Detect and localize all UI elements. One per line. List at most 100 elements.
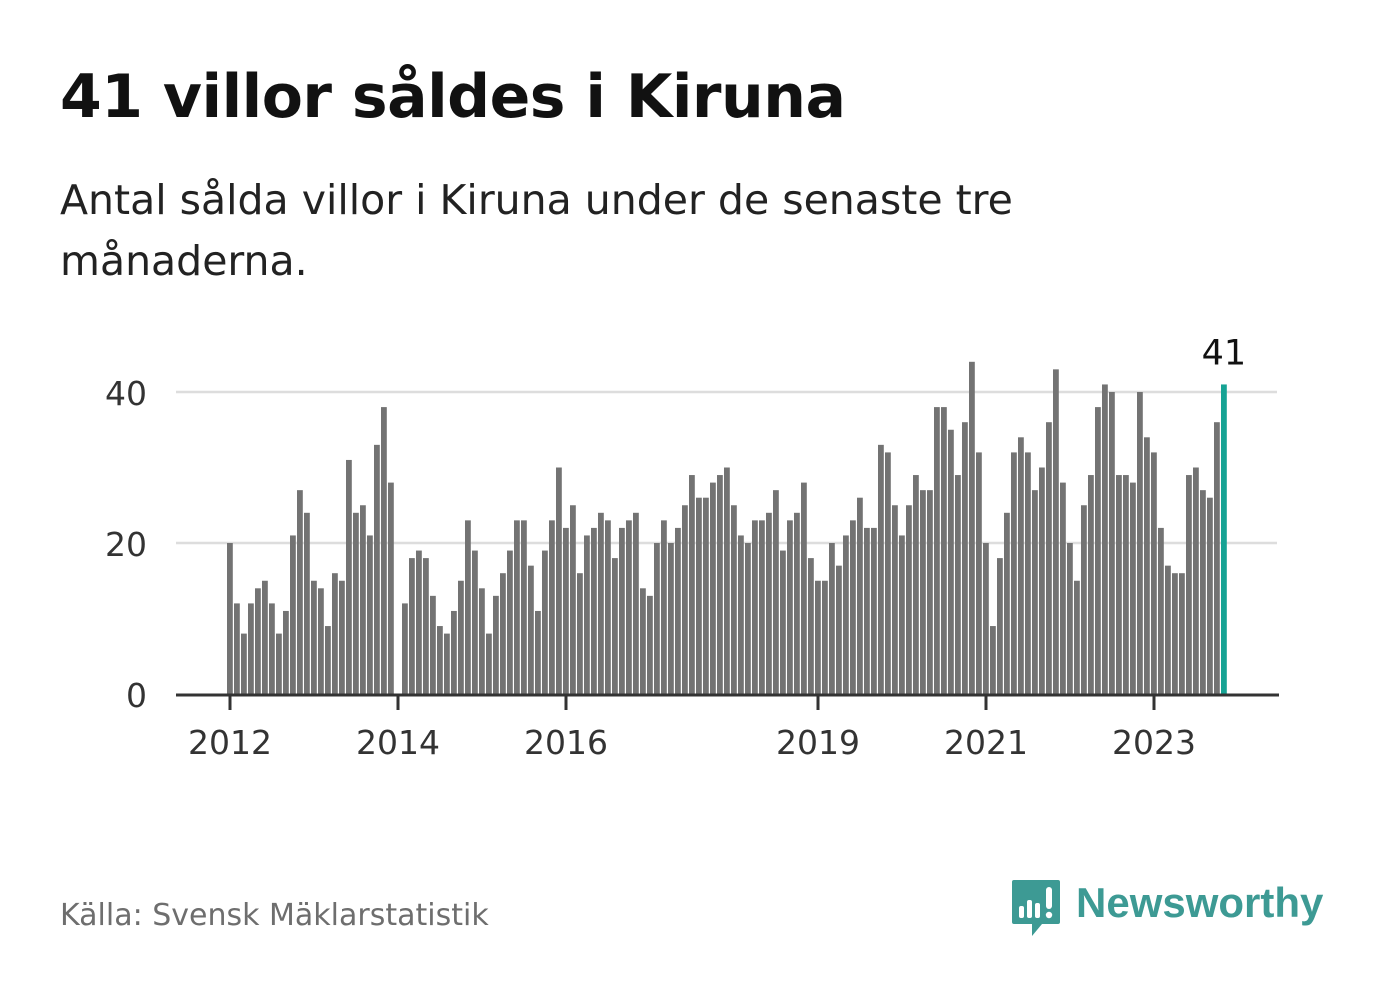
bar-79	[780, 550, 786, 694]
bar-76	[759, 520, 765, 694]
x-tick-label-2021: 2021	[944, 723, 1028, 762]
bar-132	[1151, 452, 1157, 694]
bar-131	[1144, 437, 1150, 694]
bar-series	[227, 361, 1227, 694]
bar-95	[892, 505, 898, 694]
bar-96	[899, 535, 905, 694]
bar-106	[969, 361, 975, 694]
x-tick-label-2014: 2014	[356, 723, 440, 762]
bar-29	[430, 595, 436, 694]
bar-51	[584, 535, 590, 694]
bar-43	[528, 565, 534, 694]
bar-54	[605, 520, 611, 694]
y-tick-labels: 0 20 40	[105, 374, 147, 715]
bar-109	[990, 626, 996, 694]
newsworthy-logo[interactable]: Newsworthy	[1010, 878, 1323, 938]
bar-119	[1060, 482, 1066, 694]
bar-53	[598, 512, 604, 694]
bar-142	[1221, 384, 1227, 694]
bar-58	[633, 512, 639, 694]
brand-name: Newsworthy	[1076, 879, 1324, 926]
bar-48	[563, 527, 569, 694]
bar-125	[1102, 384, 1108, 694]
bar-124	[1095, 407, 1101, 694]
bar-102	[941, 407, 947, 694]
bar-92	[871, 527, 877, 694]
bar-115	[1032, 490, 1038, 694]
bar-49	[570, 505, 576, 694]
bar-52	[591, 527, 597, 694]
bar-138	[1193, 467, 1199, 694]
bar-91	[864, 527, 870, 694]
bar-87	[836, 565, 842, 694]
bar-108	[983, 543, 989, 694]
bar-41	[514, 520, 520, 694]
bar-6	[269, 603, 275, 694]
bar-50	[577, 573, 583, 694]
bar-107	[976, 452, 982, 694]
bar-33	[458, 580, 464, 694]
bar-71	[724, 467, 730, 694]
bar-100	[927, 490, 933, 694]
bar-90	[857, 497, 863, 694]
bar-73	[738, 535, 744, 694]
bar-35	[472, 550, 478, 694]
bar-111	[1004, 512, 1010, 694]
bar-72	[731, 505, 737, 694]
bar-94	[885, 452, 891, 694]
bar-9	[290, 535, 296, 694]
bar-39	[500, 573, 506, 694]
bar-97	[906, 505, 912, 694]
bar-135	[1172, 573, 1178, 694]
bar-60	[647, 595, 653, 694]
bar-113	[1018, 437, 1024, 694]
bar-120	[1067, 543, 1073, 694]
bar-104	[955, 475, 961, 694]
bar-93	[878, 444, 884, 694]
bar-4	[255, 588, 261, 694]
bar-110	[997, 558, 1003, 694]
bar-136	[1179, 573, 1185, 694]
x-tick-label-2012: 2012	[188, 723, 272, 762]
bar-139	[1200, 490, 1206, 694]
bar-46	[549, 520, 555, 694]
bar-133	[1158, 527, 1164, 694]
bar-140	[1207, 497, 1213, 694]
bar-83	[808, 558, 814, 694]
chart-subtitle: Antal sålda villor i Kiruna under de sen…	[60, 176, 1013, 285]
bar-75	[752, 520, 758, 694]
bar-23	[388, 482, 394, 694]
bar-55	[612, 558, 618, 694]
bar-84	[815, 580, 821, 694]
bar-26	[409, 558, 415, 694]
bar-47	[556, 467, 562, 694]
bar-12	[311, 580, 317, 694]
bar-57	[626, 520, 632, 694]
bar-44	[535, 610, 541, 694]
y-tick-label-20: 20	[105, 525, 147, 564]
bar-130	[1137, 392, 1143, 694]
bar-25	[402, 603, 408, 694]
bar-66	[689, 475, 695, 694]
x-tick-label-2019: 2019	[776, 723, 860, 762]
bar-65	[682, 505, 688, 694]
bar-122	[1081, 505, 1087, 694]
bar-7	[276, 633, 282, 694]
bar-22	[381, 407, 387, 694]
bar-82	[801, 482, 807, 694]
bar-128	[1123, 475, 1129, 694]
bar-116	[1039, 467, 1045, 694]
bar-123	[1088, 475, 1094, 694]
y-tick-label-40: 40	[105, 374, 147, 413]
bar-10	[297, 490, 303, 694]
bar-114	[1025, 452, 1031, 694]
bar-36	[479, 588, 485, 694]
bar-27	[416, 550, 422, 694]
bar-126	[1109, 392, 1115, 694]
bar-17	[346, 459, 352, 694]
bar-20	[367, 535, 373, 694]
bar-99	[920, 490, 926, 694]
x-ticks: 2012 2014 2016 2019 2021 2023	[188, 695, 1196, 762]
y-tick-label-0: 0	[126, 676, 147, 715]
